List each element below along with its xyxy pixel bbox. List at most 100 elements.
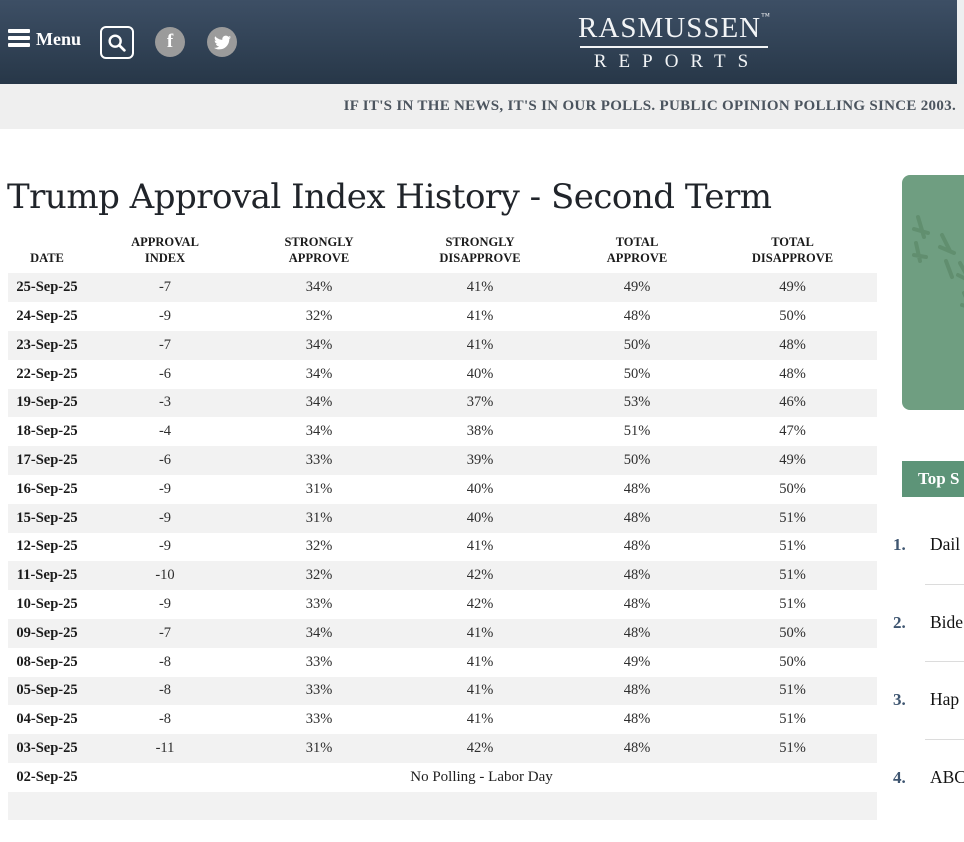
hamburger-icon xyxy=(8,29,30,50)
cell-strongly-disapprove: 41% xyxy=(394,619,566,648)
cell-total-approve: 48% xyxy=(566,590,708,619)
cell-strongly-disapprove: 39% xyxy=(394,446,566,475)
cell-approval-index: -10 xyxy=(86,561,244,590)
top-stories-list: 1. Dail 2. Bide 3. Hap 4. ABC xyxy=(893,532,964,842)
cell-total-disapprove: 51% xyxy=(708,677,877,706)
top-story-item: 4. ABC xyxy=(893,765,964,842)
cell-date: 12-Sep-25 xyxy=(8,533,86,562)
logo-rasmussen-text: RASMUSSEN xyxy=(578,12,761,44)
facebook-button[interactable]: f xyxy=(155,27,185,57)
cell-date: 05-Sep-25 xyxy=(8,677,86,706)
cell-strongly-approve: 31% xyxy=(244,734,394,763)
cell-date: 03-Sep-25 xyxy=(8,734,86,763)
main-content: Trump Approval Index History - Second Te… xyxy=(0,129,890,820)
top-story-item: 1. Dail xyxy=(893,532,964,610)
cell-strongly-approve: 33% xyxy=(244,705,394,734)
facebook-icon: f xyxy=(167,31,173,53)
logo-rule xyxy=(580,46,768,48)
cell-total-approve: 48% xyxy=(566,677,708,706)
cell-approval-index: -6 xyxy=(86,446,244,475)
cell-approval-index: -4 xyxy=(86,417,244,446)
cell-strongly-disapprove: 37% xyxy=(394,389,566,418)
col-header-strongly-approve: STRONGLY APPROVE xyxy=(244,235,394,273)
cell-strongly-disapprove: 38% xyxy=(394,417,566,446)
table-row-partial xyxy=(8,792,877,821)
site-header: Menu f RASMUSSEN™ REPORTS xyxy=(0,0,964,84)
cell-strongly-disapprove: 40% xyxy=(394,360,566,389)
cell-approval-index: -9 xyxy=(86,590,244,619)
cell-total-approve: 48% xyxy=(566,302,708,331)
cell-date: 23-Sep-25 xyxy=(8,331,86,360)
cell-strongly-approve: 33% xyxy=(244,590,394,619)
logo-tm: ™ xyxy=(761,11,770,21)
cell-date: 11-Sep-25 xyxy=(8,561,86,590)
approval-table: DATE APPROVAL INDEX STRONGLY APPROVE STR… xyxy=(8,235,877,820)
cell-total-disapprove: 50% xyxy=(708,475,877,504)
story-title-link[interactable]: Bide xyxy=(930,612,963,633)
cell-total-disapprove: 51% xyxy=(708,533,877,562)
story-number: 4. xyxy=(893,768,906,788)
cell-date: 08-Sep-25 xyxy=(8,648,86,677)
cell-empty xyxy=(8,792,877,821)
cell-total-disapprove: 49% xyxy=(708,446,877,475)
cell-date: 24-Sep-25 xyxy=(8,302,86,331)
cell-strongly-disapprove: 41% xyxy=(394,302,566,331)
cell-total-approve: 48% xyxy=(566,475,708,504)
cell-total-disapprove: 48% xyxy=(708,360,877,389)
cell-date: 16-Sep-25 xyxy=(8,475,86,504)
story-title-link[interactable]: Dail xyxy=(930,534,960,555)
cell-total-disapprove: 51% xyxy=(708,734,877,763)
story-number: 2. xyxy=(893,613,906,633)
cell-approval-index: -7 xyxy=(86,619,244,648)
story-title-link[interactable]: ABC xyxy=(930,767,964,788)
cell-date: 18-Sep-25 xyxy=(8,417,86,446)
story-number: 3. xyxy=(893,690,906,710)
cell-approval-index: -3 xyxy=(86,389,244,418)
cell-total-approve: 48% xyxy=(566,705,708,734)
cell-strongly-approve: 34% xyxy=(244,360,394,389)
cell-total-disapprove: 50% xyxy=(708,619,877,648)
tagline-bar: IF IT'S IN THE NEWS, IT'S IN OUR POLLS. … xyxy=(0,84,964,129)
rasmussen-logo[interactable]: RASMUSSEN™ REPORTS xyxy=(578,12,770,73)
cell-strongly-disapprove: 41% xyxy=(394,533,566,562)
menu-button[interactable]: Menu xyxy=(8,29,81,50)
cell-total-disapprove: 51% xyxy=(708,590,877,619)
cell-total-approve: 48% xyxy=(566,504,708,533)
story-number: 1. xyxy=(893,535,906,555)
page-title: Trump Approval Index History - Second Te… xyxy=(7,178,890,217)
cell-date: 09-Sep-25 xyxy=(8,619,86,648)
search-button[interactable] xyxy=(100,26,134,59)
cell-approval-index: -9 xyxy=(86,533,244,562)
sidebar-promo-image[interactable] xyxy=(902,175,964,410)
cell-strongly-approve: 31% xyxy=(244,504,394,533)
header-right-edge xyxy=(957,0,964,84)
top-story-item: 2. Bide xyxy=(893,610,964,688)
cell-total-disapprove: 50% xyxy=(708,648,877,677)
cell-approval-index: -8 xyxy=(86,677,244,706)
col-header-total-approve: TOTAL APPROVE xyxy=(566,235,708,273)
cell-date: 17-Sep-25 xyxy=(8,446,86,475)
top-story-item: 3. Hap xyxy=(893,687,964,765)
cell-total-approve: 48% xyxy=(566,561,708,590)
cell-strongly-disapprove: 40% xyxy=(394,475,566,504)
cell-date: 10-Sep-25 xyxy=(8,590,86,619)
cell-total-disapprove: 46% xyxy=(708,389,877,418)
twitter-button[interactable] xyxy=(207,27,237,57)
cell-total-approve: 49% xyxy=(566,648,708,677)
story-title-link[interactable]: Hap xyxy=(930,689,959,710)
cell-total-approve: 48% xyxy=(566,734,708,763)
cell-approval-index: -9 xyxy=(86,475,244,504)
menu-label: Menu xyxy=(36,29,81,50)
cell-strongly-disapprove: 42% xyxy=(394,590,566,619)
cell-approval-index: -9 xyxy=(86,504,244,533)
